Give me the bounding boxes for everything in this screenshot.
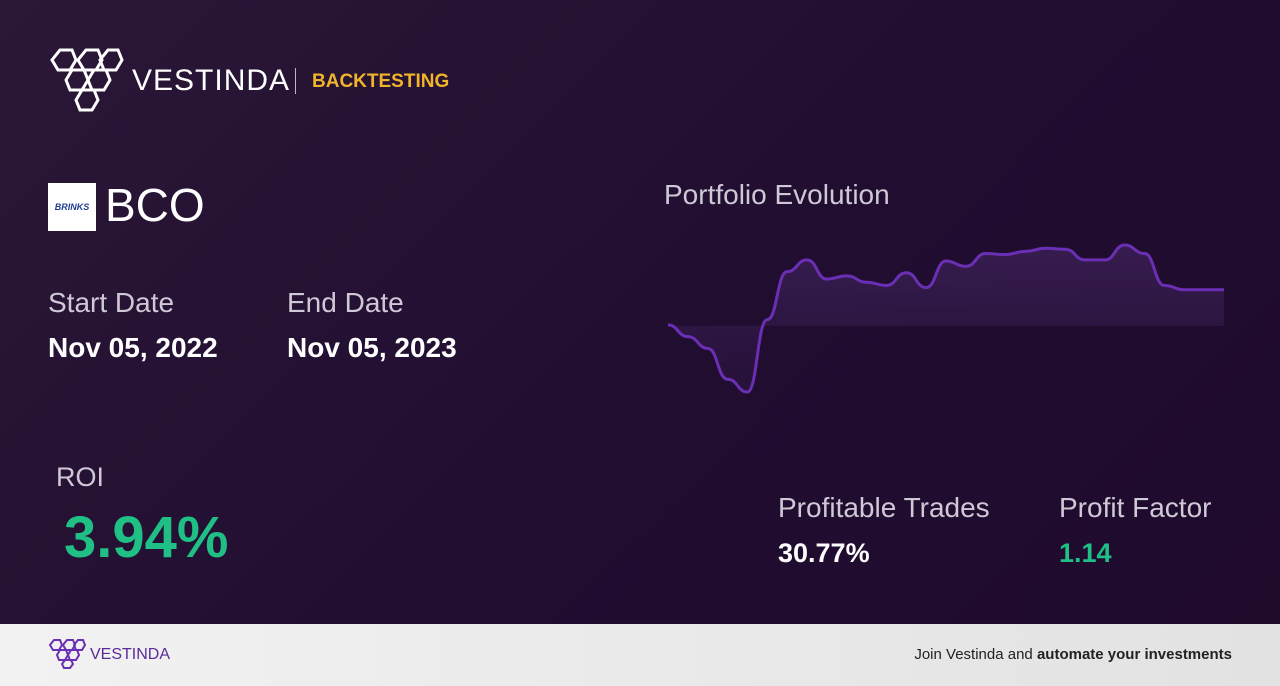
chart: [667, 243, 1224, 394]
stat-label: Profitable Trades: [778, 492, 990, 523]
end-date: Nov 05, 2023: [287, 332, 457, 363]
section-label: BACKTESTING: [312, 71, 450, 92]
stat-label: Profit Factor: [1059, 492, 1212, 523]
cta-text: Join Vestinda and: [914, 646, 1033, 663]
chart-title: Portfolio Evolution: [664, 179, 890, 210]
line: [667, 243, 1224, 394]
brand-logo: [50, 48, 124, 112]
end-label: End Date: [287, 287, 404, 318]
brand-name: VESTINDA: [132, 64, 291, 97]
ticker-logo-text: BRINKS: [54, 202, 90, 212]
footer-brand: VESTINDA: [90, 646, 171, 663]
start-date: Nov 05, 2022: [48, 332, 218, 363]
footer: VESTINDA Join Vestinda and automate your…: [0, 624, 1280, 686]
footer-logo: [48, 639, 86, 669]
stat-value: 30.77%: [778, 538, 870, 568]
ticker-logo: BRINKS: [48, 183, 96, 231]
cta-bold: automate your investments: [1036, 646, 1232, 663]
area: [668, 245, 1224, 392]
roi-value: 3.94%: [64, 505, 229, 570]
divider: [295, 68, 296, 94]
start-label: Start Date: [48, 287, 175, 318]
ticker-symbol: BCO: [105, 179, 205, 231]
footer-cta: Join Vestinda and automate your investme…: [914, 646, 1232, 663]
stat-value: 1.14: [1059, 538, 1112, 568]
roi-label: ROI: [56, 462, 105, 492]
